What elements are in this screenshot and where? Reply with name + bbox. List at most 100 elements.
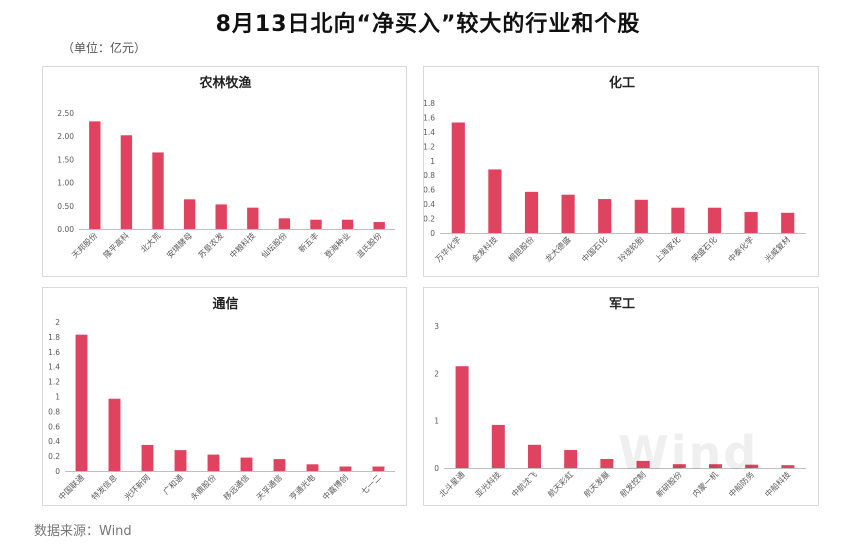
bar bbox=[451, 122, 465, 233]
chart-panel-agriculture: 农林牧渔 0.00 0.50 1.00 1.50 2.00 2.50 天邦股份 隆平高科 北大荒安… bbox=[42, 66, 407, 277]
chart-panel-telecom: 通信 0 0.2 0.4 0.6 0.8 1 1.2 1.4 1.6 1.8 2 中国联通 特发信息 光环新… bbox=[42, 287, 407, 506]
category-label: 广和通 bbox=[161, 472, 185, 496]
category-label: 荣盛石化 bbox=[689, 234, 719, 264]
y-tick-label: 1.4 bbox=[48, 363, 60, 372]
category-label: 中泰化学 bbox=[726, 234, 756, 264]
y-tick-label: 2.00 bbox=[57, 132, 74, 141]
y-tick-label: 0.8 bbox=[48, 407, 60, 416]
category-label: 特发信息 bbox=[89, 472, 119, 502]
category-label: 龙大德盛 bbox=[543, 234, 573, 264]
bar bbox=[671, 207, 685, 233]
bar bbox=[373, 222, 385, 229]
bar bbox=[174, 450, 187, 471]
y-tick-label: 0.50 bbox=[57, 202, 74, 211]
y-tick-label: 0.00 bbox=[57, 225, 74, 234]
page-title: 8月13日北向“净买入”较大的行业和个股 bbox=[215, 12, 641, 37]
category-label: 桐昆股份 bbox=[506, 234, 536, 264]
bar bbox=[598, 199, 612, 233]
bar bbox=[488, 169, 502, 233]
y-tick-label: 0.6 bbox=[424, 186, 435, 195]
y-tick-label: 1.6 bbox=[48, 348, 60, 357]
chart-agriculture: 农林牧渔 0.00 0.50 1.00 1.50 2.00 2.50 天邦股份 隆平高科 北大荒安… bbox=[57, 75, 395, 260]
chart-telecom: 通信 0 0.2 0.4 0.6 0.8 1 1.2 1.4 1.6 1.8 2 中国联通 特发信息 光环新… bbox=[48, 296, 395, 502]
category-label: 七一二 bbox=[360, 473, 383, 496]
category-label: 登海种业 bbox=[322, 230, 352, 260]
bar bbox=[120, 135, 133, 229]
category-label: 上海家化 bbox=[653, 234, 683, 264]
category-label: 万华化学 bbox=[433, 234, 463, 264]
category-label: 安琪酵母 bbox=[164, 230, 194, 260]
bar bbox=[744, 212, 758, 233]
unit-note: （单位：亿元） bbox=[62, 41, 147, 55]
category-label: 中粮科技 bbox=[228, 230, 258, 260]
y-tick-label: 1.8 bbox=[48, 333, 60, 342]
y-tick-label: 0 bbox=[430, 229, 435, 238]
chart-panel-defense: 军工 0 1 2 3 北斗星通 亚光科技 中航沈飞 航天彩虹 航天发展 航发控制 新研股份 内蒙一机 中船… bbox=[423, 287, 819, 506]
data-source-note: 数据来源：Wind bbox=[34, 524, 132, 539]
category-label: 航天彩虹 bbox=[545, 469, 575, 499]
y-tick-label: 1.2 bbox=[48, 378, 60, 387]
chart-title: 化工 bbox=[609, 75, 635, 91]
category-label: 新五丰 bbox=[296, 230, 320, 254]
bar bbox=[636, 460, 650, 468]
chart-title: 通信 bbox=[212, 296, 238, 312]
category-label: 永鼎股份 bbox=[188, 472, 218, 502]
y-tick-label: 0.6 bbox=[48, 422, 60, 431]
category-label: 光威复材 bbox=[762, 234, 792, 264]
y-tick-label: 1.4 bbox=[424, 128, 435, 137]
category-label: 亨通光电 bbox=[287, 472, 317, 502]
chart-title: 农林牧渔 bbox=[198, 75, 251, 91]
y-tick-label: 0.8 bbox=[424, 171, 435, 180]
bar bbox=[89, 121, 101, 229]
category-label: 隆平高科 bbox=[101, 230, 131, 260]
bar bbox=[273, 459, 286, 471]
bar bbox=[152, 152, 164, 229]
y-tick-label: 1 bbox=[55, 393, 60, 402]
y-tick-label: 3 bbox=[434, 322, 439, 331]
bar bbox=[600, 459, 614, 468]
category-label: 亚光科技 bbox=[473, 469, 503, 499]
y-tick-label: 1.8 bbox=[424, 99, 435, 108]
bar bbox=[339, 466, 352, 471]
bar bbox=[207, 454, 220, 471]
chart-title: 军工 bbox=[609, 297, 635, 312]
category-label: 中船科技 bbox=[763, 469, 793, 499]
bar bbox=[247, 207, 259, 229]
y-tick-label: 1.50 bbox=[57, 155, 74, 164]
bar bbox=[455, 366, 469, 468]
bar bbox=[141, 444, 154, 471]
bar bbox=[341, 219, 354, 229]
y-tick-label: 2 bbox=[55, 318, 60, 327]
bar bbox=[524, 191, 539, 233]
bar bbox=[561, 194, 575, 233]
bar bbox=[564, 450, 578, 468]
y-tick-label: 0.4 bbox=[48, 437, 60, 446]
y-tick-label: 1 bbox=[430, 157, 435, 166]
bar bbox=[707, 207, 722, 233]
category-label: 光环新网 bbox=[122, 472, 152, 502]
y-tick-label: 1.2 bbox=[424, 142, 435, 151]
category-label: 北大荒 bbox=[138, 230, 162, 254]
y-tick-label: 0.2 bbox=[424, 215, 435, 224]
category-label: 天邦股份 bbox=[70, 230, 100, 260]
wind-watermark: Wind bbox=[618, 426, 759, 480]
bar bbox=[781, 465, 795, 468]
bar bbox=[527, 444, 542, 468]
y-tick-label: 0.2 bbox=[48, 452, 60, 461]
bar bbox=[634, 199, 648, 233]
bar bbox=[240, 457, 253, 471]
category-label: 移远通信 bbox=[221, 472, 251, 502]
chart-panel-chemicals: 化工 0 0.2 0.4 0.6 0.8 1 1.2 1.4 1.6 1.8 万华化学 金发科技 桐昆股份… bbox=[423, 66, 819, 277]
bar bbox=[745, 464, 759, 468]
category-label: 玲珑轮胎 bbox=[616, 234, 646, 264]
category-label: 中国石化 bbox=[579, 234, 609, 264]
bar bbox=[672, 464, 686, 468]
y-tick-label: 2.50 bbox=[57, 109, 74, 118]
category-label: 北斗星通 bbox=[437, 469, 467, 499]
category-label: 中国联通 bbox=[56, 472, 86, 502]
y-tick-label: 1.00 bbox=[57, 179, 74, 188]
y-tick-label: 2 bbox=[434, 369, 439, 378]
category-label: 仙坛股份 bbox=[259, 230, 289, 260]
y-tick-label: 0 bbox=[55, 467, 60, 476]
